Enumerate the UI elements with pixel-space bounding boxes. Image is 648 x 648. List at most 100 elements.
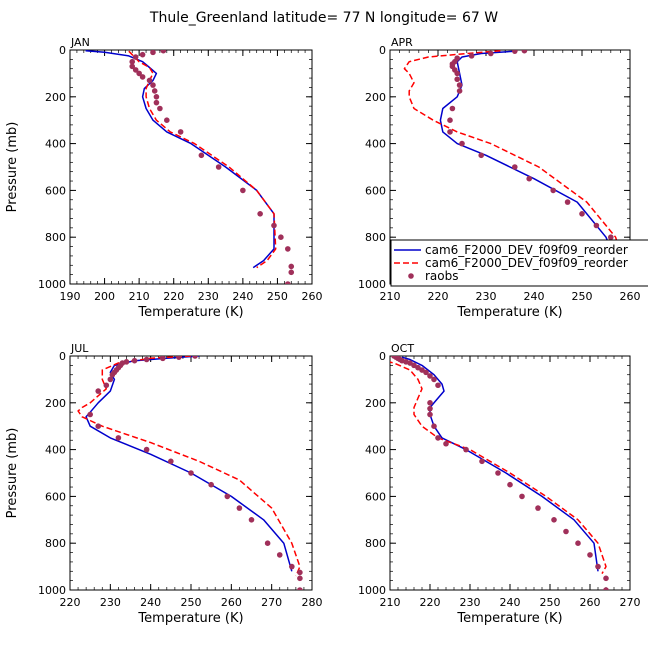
x-tick-label: 210 bbox=[380, 290, 401, 303]
x-tick-label: 240 bbox=[140, 596, 161, 609]
obs-point bbox=[507, 481, 513, 488]
y-tick-label: 400 bbox=[45, 138, 66, 151]
model-dashed-line bbox=[403, 50, 624, 273]
obs-point bbox=[535, 505, 541, 511]
obs-point bbox=[176, 356, 182, 360]
y-tick-label: 200 bbox=[45, 91, 66, 104]
obs-point bbox=[463, 446, 469, 453]
obs-point bbox=[278, 234, 284, 240]
obs-point bbox=[435, 435, 441, 441]
chart-panel-oct: 210 220 230 240 250 260 270 0 200 400 600 800 1000 OC… bbox=[358, 342, 641, 626]
x-axis-title: Temperature (K) bbox=[456, 611, 562, 626]
obs-point bbox=[551, 517, 557, 523]
obs-point bbox=[431, 423, 437, 430]
obs-point bbox=[603, 587, 609, 590]
x-axis-title: Temperature (K) bbox=[137, 611, 243, 626]
x-tick-label: 260 bbox=[302, 290, 323, 303]
legend-entry-label: raobs bbox=[425, 269, 459, 283]
plot-area bbox=[77, 356, 303, 590]
x-axis-title: Temperature (K) bbox=[456, 305, 562, 320]
y-tick-label: 400 bbox=[45, 444, 66, 457]
obs-point bbox=[264, 540, 271, 546]
obs-point bbox=[132, 67, 139, 73]
y-tick-label: 400 bbox=[365, 138, 386, 151]
model-dashed-line bbox=[390, 361, 607, 574]
y-tick-label: 600 bbox=[45, 490, 66, 503]
x-tick-label: 230 bbox=[460, 596, 481, 609]
obs-point bbox=[215, 164, 222, 170]
x-tick-label: 220 bbox=[60, 596, 81, 609]
obs-point bbox=[115, 435, 122, 441]
y-tick-label: 1000 bbox=[358, 584, 386, 597]
obs-point bbox=[129, 63, 136, 70]
obs-point bbox=[136, 70, 142, 77]
x-tick-label: 270 bbox=[261, 596, 282, 609]
obs-point bbox=[198, 152, 205, 159]
obs-point bbox=[289, 563, 295, 570]
x-tick-label: 230 bbox=[476, 290, 497, 303]
obs-point bbox=[153, 99, 160, 106]
obs-point bbox=[423, 369, 429, 376]
plot-area bbox=[85, 50, 295, 284]
x-tick-label: 220 bbox=[428, 290, 449, 303]
legend-entry-label: cam6_F2000_DEV_f09f09_reorder bbox=[425, 243, 628, 257]
x-tick-label: 250 bbox=[267, 290, 288, 303]
obs-point bbox=[153, 94, 160, 100]
obs-point bbox=[224, 493, 231, 500]
obs-point bbox=[521, 50, 528, 54]
obs-point bbox=[459, 140, 465, 147]
obs-point bbox=[427, 373, 433, 379]
y-tick-label: 800 bbox=[365, 537, 386, 550]
obs-point bbox=[595, 563, 601, 570]
x-tick-label: 240 bbox=[524, 290, 545, 303]
panel-title: APR bbox=[391, 36, 413, 49]
obs-point bbox=[479, 458, 485, 465]
obs-point bbox=[132, 54, 139, 60]
obs-point bbox=[454, 70, 461, 77]
y-axis-title: Pressure (mb) bbox=[5, 122, 20, 213]
panel-title: JAN bbox=[70, 36, 90, 49]
x-tick-label: 240 bbox=[232, 290, 253, 303]
obs-point bbox=[478, 152, 485, 159]
obs-point bbox=[563, 528, 569, 535]
obs-point bbox=[139, 51, 146, 58]
x-tick-label: 230 bbox=[100, 596, 121, 609]
model-dashed-line bbox=[128, 50, 277, 269]
x-tick-label: 280 bbox=[302, 596, 323, 609]
x-tick-label: 260 bbox=[620, 290, 641, 303]
obs-point bbox=[103, 382, 110, 389]
obs-point bbox=[257, 211, 263, 217]
chart-panel-jul: 220 230 240 250 260 270 280 0 200 400 600 800 1000 JU… bbox=[5, 342, 323, 626]
chart-panel-jan: 190 200 210 220 230 240 250 260 0 200 400 600 800 100… bbox=[5, 36, 323, 320]
obs-point bbox=[157, 105, 163, 112]
obs-point bbox=[285, 281, 291, 284]
obs-point bbox=[512, 164, 518, 170]
obs-point bbox=[608, 234, 614, 240]
obs-point bbox=[139, 74, 146, 80]
obs-point bbox=[236, 505, 243, 511]
y-tick-label: 600 bbox=[365, 490, 386, 503]
obs-point bbox=[564, 199, 571, 205]
chart-panel-apr: 210 220 230 240 250 260 0 200 400 600 800 1000 APR Te… bbox=[358, 36, 648, 320]
x-tick-label: 260 bbox=[580, 596, 601, 609]
x-tick-label: 230 bbox=[198, 290, 219, 303]
y-tick-label: 600 bbox=[365, 184, 386, 197]
x-tick-label: 270 bbox=[620, 596, 641, 609]
y-tick-label: 1000 bbox=[358, 278, 386, 291]
obs-point bbox=[143, 356, 150, 363]
legend-marker-dot bbox=[408, 273, 414, 279]
model-dashed-line bbox=[77, 356, 301, 577]
obs-point bbox=[159, 356, 166, 362]
obs-point bbox=[240, 187, 246, 194]
x-tick-label: 220 bbox=[163, 290, 184, 303]
obs-point bbox=[160, 50, 167, 54]
x-tick-label: 210 bbox=[380, 596, 401, 609]
obs-point bbox=[456, 88, 463, 94]
x-tick-label: 200 bbox=[94, 290, 115, 303]
obs-point bbox=[143, 446, 150, 453]
obs-point bbox=[248, 517, 255, 523]
y-tick-label: 0 bbox=[379, 350, 386, 363]
obs-point bbox=[449, 105, 456, 112]
y-tick-label: 1000 bbox=[38, 584, 66, 597]
